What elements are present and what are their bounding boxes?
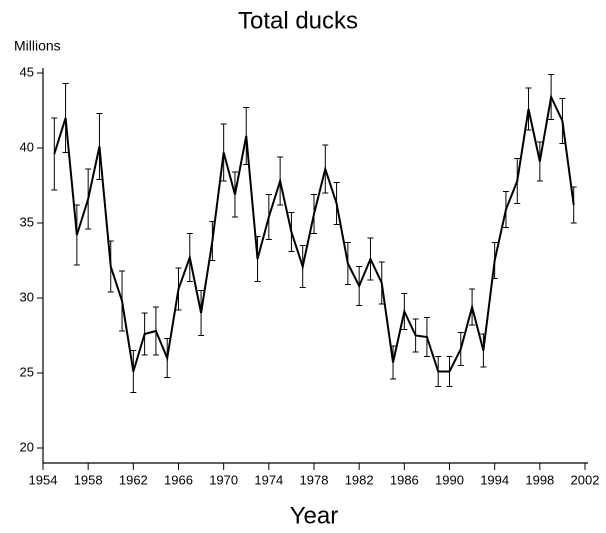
x-tick-label: 1986 — [390, 472, 419, 487]
y-tick-label: 25 — [20, 364, 34, 379]
chart-title: Total ducks — [238, 7, 358, 34]
x-tick-label: 1990 — [435, 472, 464, 487]
y-axis-label: Millions — [14, 38, 61, 54]
x-tick-label: 2002 — [571, 472, 600, 487]
y-tick-label: 40 — [20, 139, 34, 154]
x-axis-label: Year — [290, 502, 339, 529]
x-tick-label: 1978 — [300, 472, 329, 487]
x-tick-label: 1970 — [209, 472, 238, 487]
y-tick-label: 20 — [20, 439, 34, 454]
x-tick-label: 1958 — [74, 472, 103, 487]
y-tick-label: 35 — [20, 214, 34, 229]
x-tick-label: 1994 — [480, 472, 509, 487]
x-tick-label: 1966 — [164, 472, 193, 487]
x-tick-label: 1982 — [345, 472, 374, 487]
y-tick-label: 30 — [20, 289, 34, 304]
x-tick-label: 1998 — [525, 472, 554, 487]
x-tick-label: 1954 — [29, 472, 58, 487]
x-tick-label: 1962 — [119, 472, 148, 487]
y-tick-label: 45 — [20, 64, 34, 79]
data-line — [53, 93, 575, 373]
x-tick-label: 1974 — [254, 472, 283, 487]
